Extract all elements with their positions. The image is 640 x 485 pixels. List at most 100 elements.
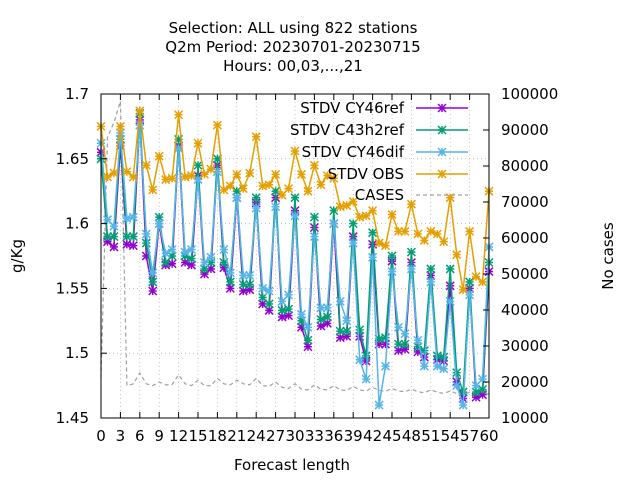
data-point-stdv-cy46ref [445,281,455,291]
data-point-stdv-obs [180,172,190,182]
data-point-stdv-cy46ref [348,232,358,242]
data-point-stdv-cy46dif [219,244,229,255]
data-point-stdv-c43h2ref [368,228,378,238]
x-tick-label: 42 [363,427,382,445]
data-point-stdv-obs [102,172,112,182]
legend-label-stdv-cy46dif: STDV CY46dif [302,143,405,161]
y-tick-label: 1.55 [56,279,89,297]
x-tick-label: 48 [402,427,421,445]
data-point-stdv-cy46dif [400,329,410,339]
x-tick-label: 30 [285,427,304,445]
data-point-stdv-cy46dif [426,277,436,287]
data-point-stdv-c43h2ref [264,299,274,309]
data-point-stdv-cy46dif [458,400,468,410]
data-point-stdv-cy46dif [167,244,177,255]
x-tick-label: 21 [227,427,246,445]
y-axis-label: g/Kg [8,239,26,273]
data-point-stdv-obs [303,186,313,196]
y2-tick-label: 20000 [501,373,549,391]
data-point-stdv-cy46dif [309,232,319,242]
data-point-stdv-cy46dif [413,335,423,345]
data-point-stdv-obs [219,185,229,195]
data-point-stdv-cy46dif [348,238,358,248]
data-point-stdv-obs [342,200,352,210]
chart-title-line-2: Q2m Period: 20230701-20230715 [165,38,420,56]
data-point-stdv-cy46dif [322,303,332,313]
data-point-stdv-c43h2ref [452,368,462,378]
x-tick-label: 6 [135,427,145,445]
legend: STDV CY46ref STDV C43h2ref STDV CY46dif STD… [290,99,468,204]
legend-label-stdv-obs: STDV OBS [328,165,404,183]
data-point-stdv-cy46dif [141,229,151,239]
data-point-stdv-cy46dif [109,221,119,231]
x-tick-label: 24 [247,427,266,445]
data-point-stdv-cy46dif [335,296,345,306]
grid [100,93,490,419]
data-point-stdv-c43h2ref [329,206,339,216]
x-axis-label: Forecast length [234,456,350,474]
y2-tick-label: 40000 [501,301,549,319]
data-point-stdv-c43h2ref [342,326,352,336]
data-point-stdv-cy46dif [128,212,138,222]
tick-labels: 0 3 6 9 12 15 18 21 24 27 30 33 36 39 42 45 48 51 54 57 601.… [56,85,559,445]
data-point-stdv-cy46dif [361,374,371,384]
data-point-stdv-cy46dif [465,290,475,300]
data-point-stdv-c43h2ref [355,325,365,335]
data-point-stdv-cy46dif [374,400,384,410]
data-point-stdv-c43h2ref [290,193,300,203]
y2-axis-label: No cases [599,222,617,290]
x-tick-label: 9 [154,427,164,445]
data-point-stdv-cy46dif [406,264,416,274]
x-tick-label: 27 [266,427,285,445]
x-tick-label: 15 [188,427,207,445]
data-point-stdv-cy46dif [148,268,158,278]
data-point-stdv-c43h2ref [193,160,203,170]
data-point-stdv-obs [432,229,442,239]
legend-label-cases: CASES [355,186,404,204]
data-point-stdv-c43h2ref [406,247,416,257]
data-point-stdv-obs [193,138,203,148]
data-point-stdv-obs [329,173,339,183]
y2-tick-label: 100000 [501,85,558,103]
y-tick-label: 1.5 [65,344,89,362]
data-point-stdv-c43h2ref [225,277,235,287]
data-point-stdv-cy46dif [329,219,339,229]
x-tick-label: 0 [96,427,106,445]
data-point-stdv-cy46dif [206,252,216,262]
series-stdv-c43h2ref [96,108,494,397]
data-point-stdv-c43h2ref [109,232,119,242]
data-point-stdv-cy46dif [452,381,462,391]
legend-marker-stdv-obs [437,169,447,179]
series-cases [100,101,490,397]
x-tick-label: 39 [344,427,363,445]
data-point-stdv-c43h2ref [303,335,313,345]
data-point-stdv-obs [199,169,209,179]
data-point-stdv-obs [348,197,358,207]
data-point-stdv-c43h2ref [400,339,410,349]
data-point-stdv-c43h2ref [439,352,449,362]
plot-frame [100,93,490,419]
series-layer [96,101,494,410]
data-point-stdv-cy46dif [355,355,365,365]
x-tick-label: 45 [382,427,401,445]
data-point-stdv-obs [284,184,294,194]
legend-label-stdv-cy46ref: STDV CY46ref [300,99,405,117]
data-point-stdv-obs [264,180,274,190]
data-point-stdv-c43h2ref [251,193,261,203]
data-point-stdv-cy46ref [187,260,197,270]
y2-tick-label: 70000 [501,193,549,211]
data-point-stdv-cy46dif [264,286,274,296]
data-point-stdv-cy46ref [109,242,119,252]
data-point-stdv-obs [406,199,416,209]
x-tick-label: 3 [116,427,126,445]
series-line-stdv-cy46ref [100,119,490,399]
x-tick-label: 36 [324,427,343,445]
data-point-stdv-cy46dif [187,244,197,255]
data-point-stdv-obs [174,110,184,120]
x-tick-label: 33 [305,427,324,445]
data-point-stdv-obs [361,211,371,221]
data-point-stdv-obs [387,209,397,220]
data-point-stdv-c43h2ref [148,277,158,287]
data-point-stdv-obs [245,168,255,178]
data-point-stdv-obs [212,120,222,130]
